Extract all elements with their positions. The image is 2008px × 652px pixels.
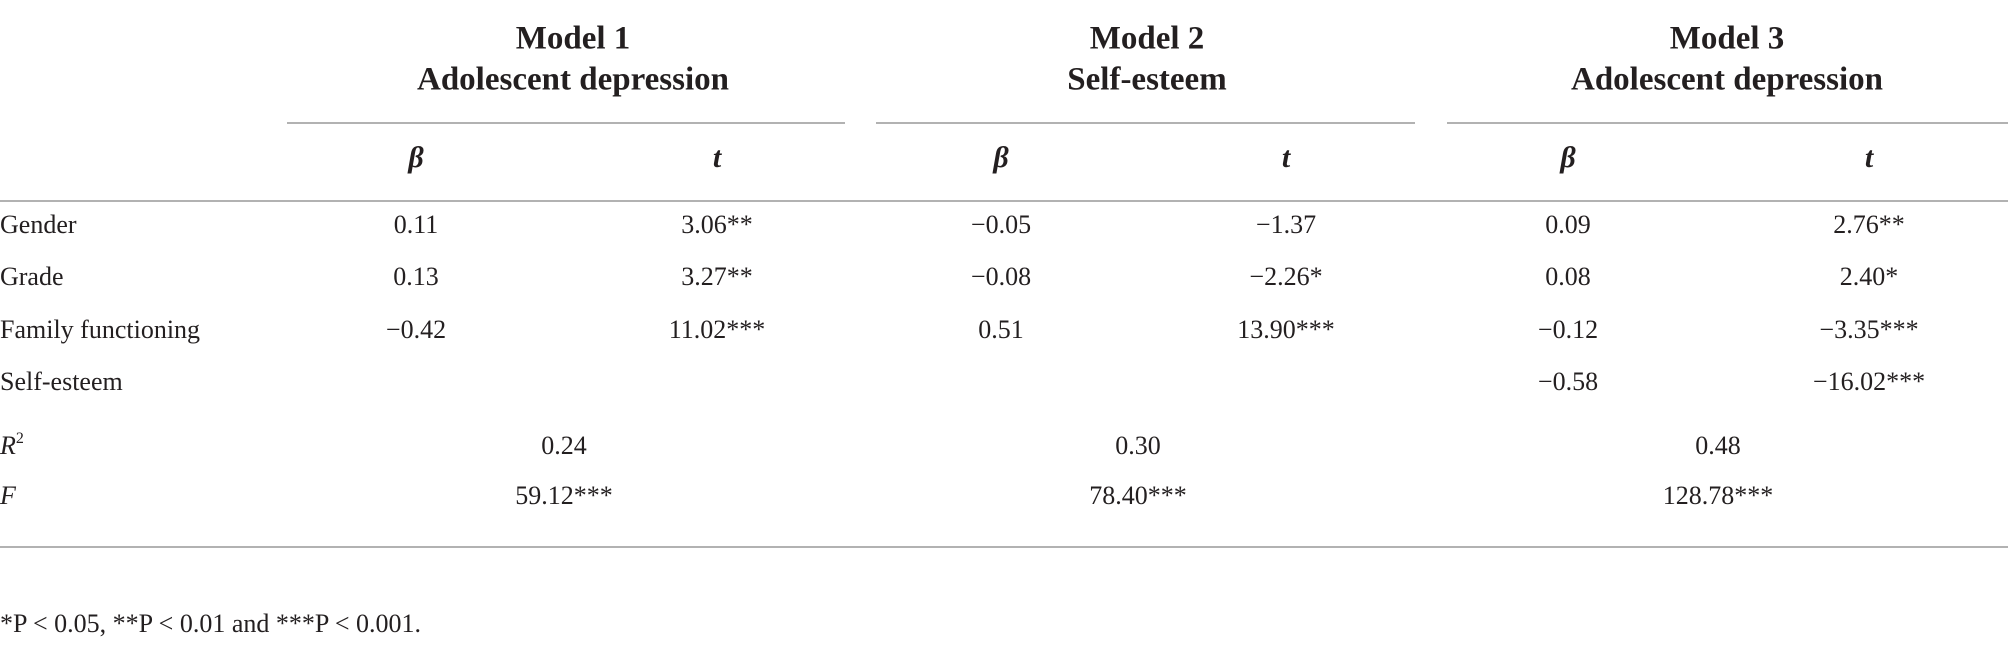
column-header: β <box>407 141 424 174</box>
column-header: β <box>992 141 1009 174</box>
cell: 128.78*** <box>1663 481 1774 510</box>
cell: −0.12 <box>1538 315 1598 344</box>
model-outcome: Self-esteem <box>1067 62 1226 98</box>
cell: 0.24 <box>541 431 587 460</box>
cell: 0.08 <box>1545 262 1591 291</box>
cell: −0.58 <box>1538 367 1598 396</box>
cell: 11.02*** <box>669 315 766 344</box>
r2-label: R <box>0 431 16 460</box>
row-label: Grade <box>0 262 64 291</box>
model-name: Model 2 <box>1090 21 1205 57</box>
column-header: β <box>1559 141 1576 174</box>
footnote: *P < 0.05, **P < 0.01 and ***P < 0.001. <box>0 609 421 638</box>
cell: −3.35*** <box>1819 315 1918 344</box>
cell: 2.76** <box>1833 210 1905 239</box>
column-header: t <box>713 141 723 174</box>
model-name: Model 3 <box>1670 21 1785 57</box>
cell: 0.09 <box>1545 210 1591 239</box>
row-label: R2 <box>0 430 24 460</box>
cell: −16.02*** <box>1813 367 1925 396</box>
r2-superscript: 2 <box>16 430 24 447</box>
model-name: Model 1 <box>516 21 631 57</box>
cell: −0.05 <box>971 210 1031 239</box>
cell: 0.51 <box>978 315 1024 344</box>
model-outcome: Adolescent depression <box>1571 62 1883 98</box>
cell: −1.37 <box>1256 210 1316 239</box>
cell: 78.40*** <box>1089 481 1187 510</box>
cell: 0.30 <box>1115 431 1161 460</box>
row-label: Self-esteem <box>0 367 123 396</box>
cell: 3.06** <box>681 210 753 239</box>
row-label: Family functioning <box>0 315 200 344</box>
cell: 2.40* <box>1840 262 1899 291</box>
cell: −2.26* <box>1249 262 1322 291</box>
row-label: F <box>0 481 17 510</box>
column-header: t <box>1865 141 1875 174</box>
cell: 0.13 <box>393 262 439 291</box>
cell: 13.90*** <box>1237 315 1335 344</box>
cell: −0.08 <box>971 262 1031 291</box>
cell: 0.11 <box>394 210 439 239</box>
model-outcome: Adolescent depression <box>417 62 729 98</box>
row-label: Gender <box>0 210 77 239</box>
cell: 59.12*** <box>515 481 613 510</box>
column-header: t <box>1282 141 1292 174</box>
cell: 3.27** <box>681 262 753 291</box>
cell: −0.42 <box>386 315 446 344</box>
cell: 0.48 <box>1695 431 1741 460</box>
